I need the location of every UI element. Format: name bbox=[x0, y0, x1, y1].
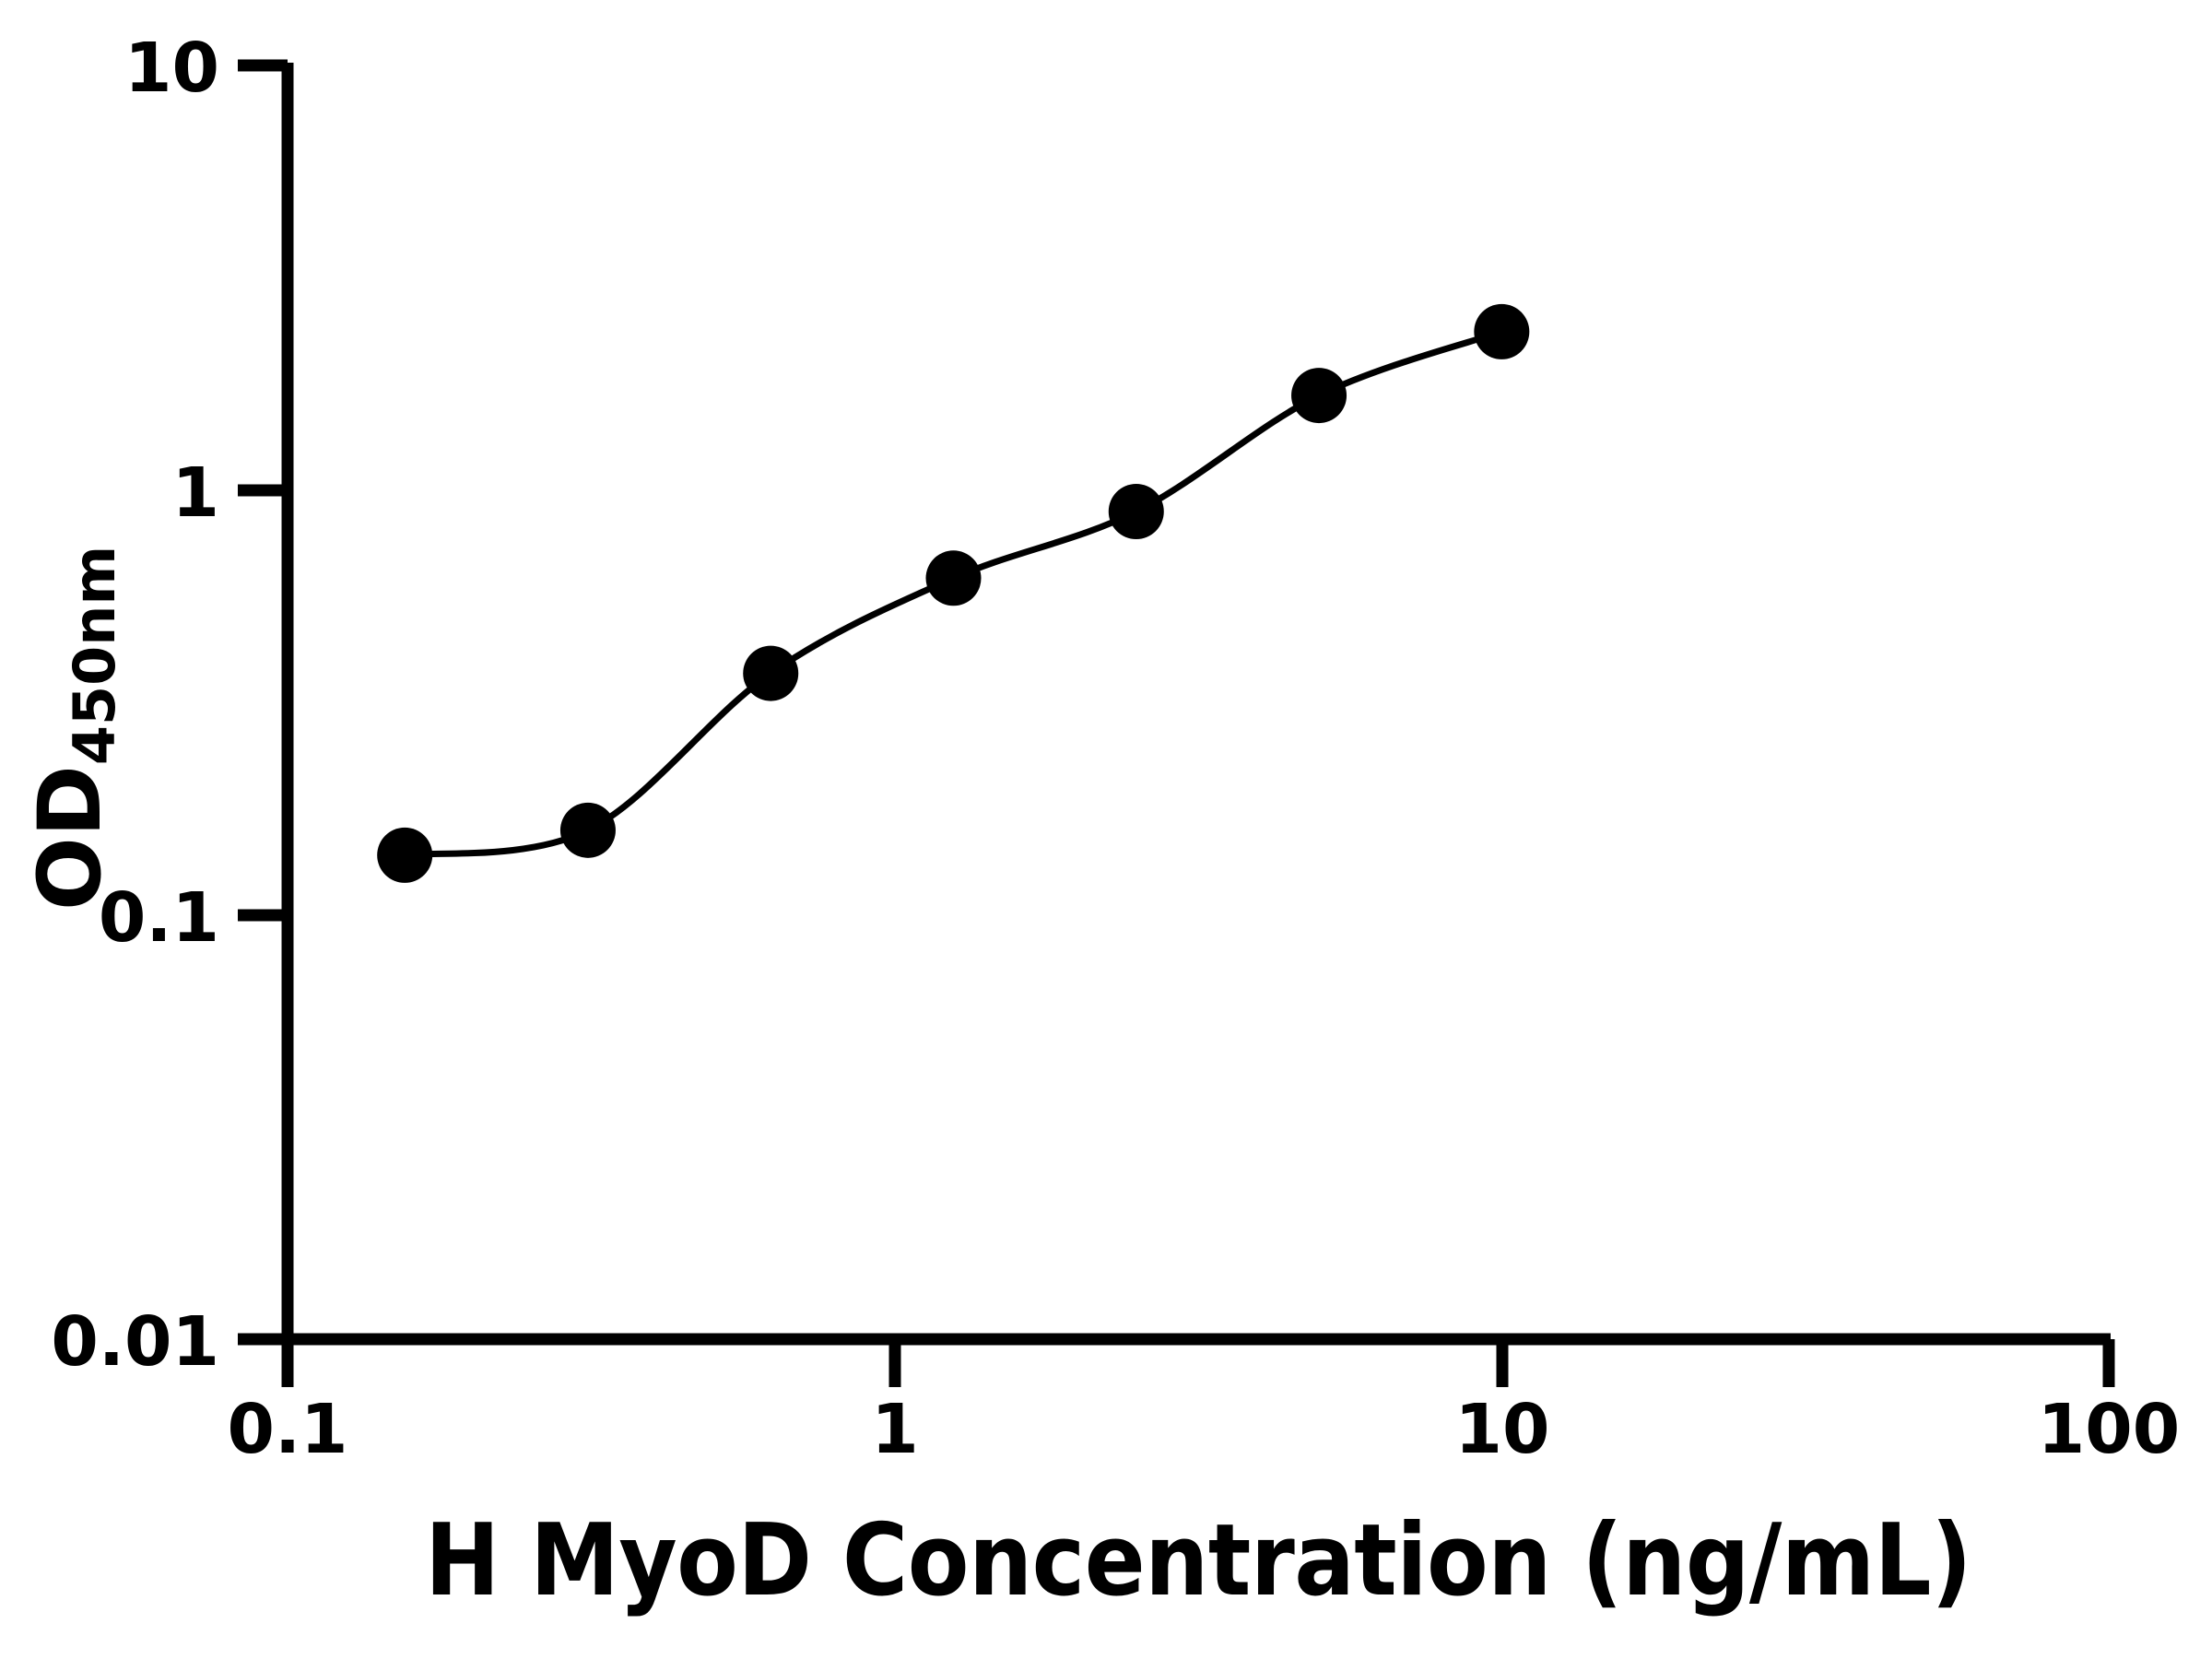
data-point-marker bbox=[559, 802, 616, 858]
y-axis-title-od: OD bbox=[20, 765, 121, 911]
x-tick-label-1: 1 bbox=[871, 1390, 919, 1469]
y-tick-label-10: 10 bbox=[124, 29, 219, 108]
data-point-marker bbox=[1108, 483, 1164, 539]
y-tick-label-0.1: 0.1 bbox=[99, 878, 219, 958]
y-axis-title-main-text: OD450nm bbox=[20, 546, 128, 911]
x-tick-label-100: 100 bbox=[2038, 1390, 2180, 1469]
x-tick-label-0.1: 0.1 bbox=[227, 1390, 347, 1469]
data-point-marker bbox=[1291, 368, 1347, 424]
data-point-marker bbox=[377, 827, 433, 883]
y-tick-label-0.01: 0.01 bbox=[51, 1302, 219, 1382]
data-point-marker bbox=[1474, 303, 1530, 359]
x-tick-label-10: 10 bbox=[1455, 1390, 1550, 1469]
y-axis-title: OD450nm bbox=[20, 546, 128, 911]
series-markers-group bbox=[377, 303, 1530, 883]
y-tick-label-1: 1 bbox=[172, 453, 220, 533]
data-point-marker bbox=[743, 645, 799, 701]
y-axis-title-subscript: 450nm bbox=[61, 546, 128, 765]
data-point-marker bbox=[925, 550, 982, 606]
x-axis-title: H MyoD Concentration (ng/mL) bbox=[425, 1503, 1971, 1618]
